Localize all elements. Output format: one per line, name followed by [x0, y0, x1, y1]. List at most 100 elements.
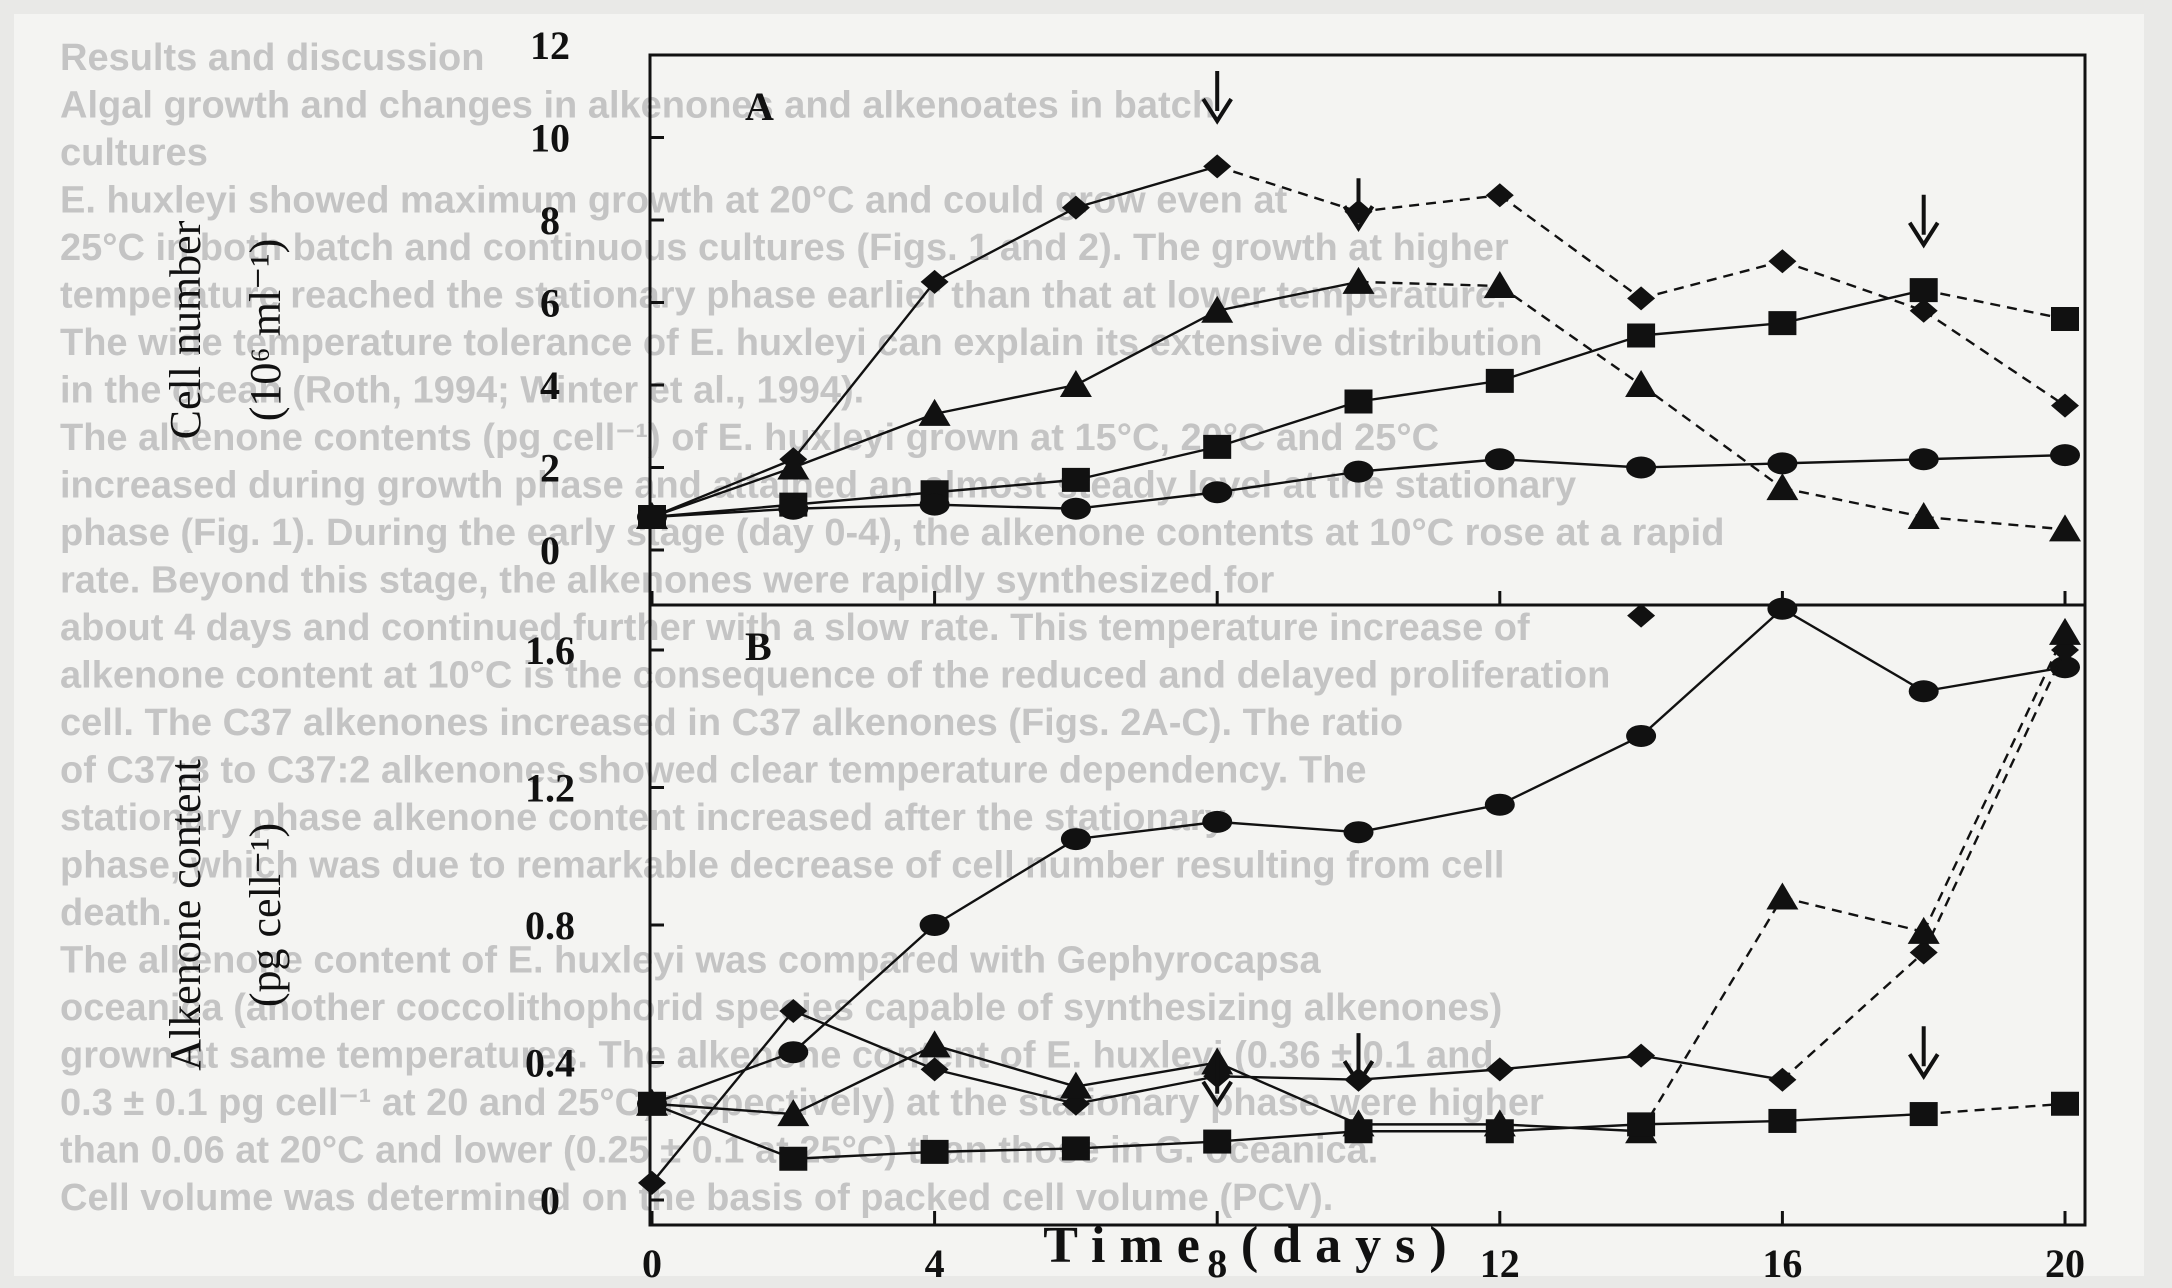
data-point-circle [1767, 597, 1798, 620]
data-point-diamond [1909, 298, 1938, 323]
data-point-diamond [1485, 183, 1514, 208]
series-segment [934, 383, 1077, 416]
series-segment [1640, 607, 1784, 737]
series-segment [934, 478, 1077, 494]
series-segment [651, 458, 794, 519]
series-segment [1640, 321, 1783, 337]
data-point-circle [1484, 448, 1515, 471]
series-segment [792, 281, 936, 460]
data-point-diamond [1768, 1067, 1797, 1092]
series-segment [651, 507, 794, 519]
series-segment [934, 1147, 1076, 1154]
data-point-triangle [777, 1099, 810, 1127]
series-segment [1358, 1068, 1500, 1081]
bleed-text-line: The wide temperature tolerance of E. hux… [60, 322, 1542, 364]
data-point-triangle [1059, 370, 1092, 397]
bleed-text-line: Algal growth and changes in alkenones an… [60, 85, 1215, 127]
y-tick-label: 0 [540, 1178, 560, 1223]
data-point-square [1768, 1108, 1797, 1133]
data-point-diamond [1061, 195, 1090, 220]
series-segment [1217, 1130, 1359, 1143]
data-point-square [1344, 389, 1373, 414]
bleed-text-line: 25°C in both batch and continuous cultur… [60, 227, 1509, 269]
data-point-circle [1908, 680, 1939, 703]
y-axis-label: Alkenone content [161, 759, 210, 1071]
data-point-triangle [2049, 514, 2081, 542]
arrow-marker [1342, 178, 1375, 232]
bleed-text-line: phase, which was due to remarkable decre… [60, 845, 1504, 887]
x-tick-label: 16 [1762, 1241, 1802, 1286]
series-segment [1782, 896, 1924, 934]
data-point-diamond [779, 998, 808, 1023]
series-segment [1075, 1075, 1218, 1105]
data-point-square [1061, 1136, 1090, 1161]
x-tick-label: 4 [925, 1241, 945, 1286]
series-segment [793, 503, 935, 510]
data-point-circle [637, 506, 667, 528]
series-segment [1782, 260, 1925, 312]
y-tick-label: 0.8 [525, 903, 575, 948]
data-point-triangle [1907, 502, 1940, 529]
series-segment [1075, 1140, 1218, 1150]
x-tick-label: 20 [2045, 1241, 2085, 1286]
data-point-square [920, 1139, 949, 1164]
y-tick-label: 1.2 [525, 766, 575, 811]
data-point-circle [1202, 481, 1233, 504]
data-point-square [1627, 1112, 1656, 1137]
scanned-page [14, 14, 2144, 1276]
bleed-text-line: phase (Fig. 1). During the early stage (… [60, 512, 1724, 554]
series-segment [1640, 260, 1783, 300]
data-point-circle [1484, 793, 1515, 816]
series-segment [1075, 445, 1218, 482]
data-point-circle [919, 914, 950, 936]
y-tick-label: 0.4 [525, 1041, 575, 1086]
series-segment [1216, 1061, 1359, 1126]
series-segment [651, 1102, 794, 1116]
data-point-triangle [2049, 617, 2081, 645]
series-circle [637, 444, 2080, 528]
series-segment [1641, 1119, 1783, 1126]
series-segment [1923, 309, 2066, 407]
series-segment [934, 1044, 1077, 1088]
bleed-text-line: cell. The C37 alkenones increased in C37… [60, 702, 1403, 744]
series-segment [1075, 491, 1218, 510]
series-segment [1217, 820, 1359, 834]
series-segment [1782, 458, 1924, 465]
series-segment [1923, 1102, 2066, 1116]
series-segment [1499, 334, 1642, 383]
panel-B: B 0 0.4 0.8 1.2 1.6 0 4 8 12 16 20 Alkenone content (… [161, 597, 2085, 1286]
bleed-text-line: temperature reached the stationary phase… [60, 275, 1507, 317]
bleed-text-line: Results and discussion [60, 37, 484, 79]
data-point-circle [1626, 724, 1657, 747]
data-point-square [1627, 323, 1656, 348]
data-point-triangle [1766, 473, 1799, 501]
data-point-triangle [1483, 271, 1516, 298]
data-point-square [1909, 1102, 1938, 1127]
bleed-text-line: alkenone content at 10°C is the conseque… [60, 655, 1610, 697]
series-segment [792, 1044, 936, 1116]
series-segment [1358, 280, 1500, 288]
series-segment [1782, 288, 1924, 325]
x-tick-label: 0 [642, 1241, 662, 1286]
data-point-diamond [1627, 286, 1656, 311]
bleed-text-line: Cell volume was determined on the basis … [60, 1177, 1333, 1219]
data-point-diamond [1768, 249, 1797, 274]
data-point-triangle [1907, 916, 1940, 944]
panel-A: A 0 2 4 6 8 10 12 Cell number (10⁶ ml⁻¹) [161, 23, 2081, 605]
data-point-circle [1202, 810, 1233, 833]
arrow-marker [1201, 1053, 1233, 1108]
plot-area: A 0 2 4 6 8 10 12 Cell number (10⁶ ml⁻¹) B 0 0.4 0.8 1… [161, 23, 2087, 1286]
series-diamond [638, 603, 2079, 1195]
series-segment [1217, 470, 1359, 494]
data-point-triangle [918, 1030, 951, 1058]
data-point-diamond [2051, 393, 2079, 418]
data-point-diamond [1203, 154, 1232, 179]
series-segment [1641, 462, 1783, 469]
data-point-diamond [1909, 940, 1938, 965]
series-segment [1499, 1123, 1642, 1133]
y-tick-label: 10 [530, 116, 570, 161]
series-segment [1358, 194, 1500, 213]
y-axis-label: (pg cell⁻¹) [241, 823, 290, 1007]
series-segment [1923, 515, 2066, 531]
data-point-triangle [1342, 266, 1375, 294]
